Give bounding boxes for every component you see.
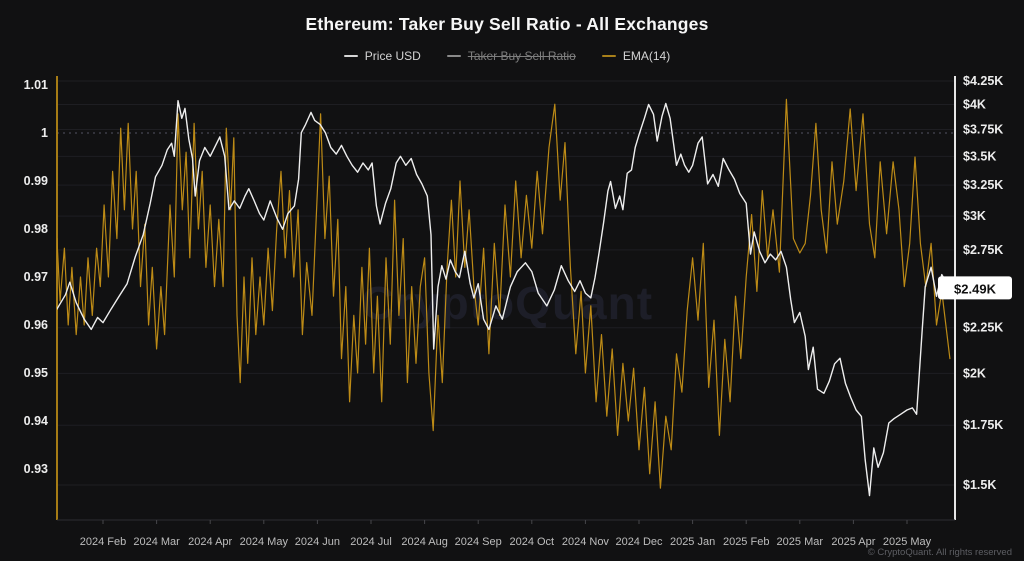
current-price-badge-label: $2.49K xyxy=(954,281,997,296)
legend-label-taker-buy-sell-ratio: Taker Buy Sell Ratio xyxy=(467,49,576,63)
price-usd-line xyxy=(57,100,951,497)
right-axis-label: $1.75K xyxy=(963,418,1003,432)
right-axis-label: $2.25K xyxy=(963,321,1003,335)
x-axis-label: 2024 Mar xyxy=(133,536,180,548)
x-axis-label: 2024 Aug xyxy=(401,536,448,548)
price-usd-swatch-icon xyxy=(343,55,358,57)
x-axis-label: 2024 Feb xyxy=(80,536,126,548)
right-axis-label: $4.25K xyxy=(963,74,1003,88)
legend-item-price-usd[interactable]: Price USD xyxy=(343,49,421,63)
ema14-swatch-icon xyxy=(601,55,616,57)
left-axis-label: 0.97 xyxy=(24,270,48,284)
legend-item-ema14[interactable]: EMA(14) xyxy=(601,49,671,63)
x-axis-label: 2025 Jan xyxy=(670,536,715,548)
chart-title: Ethereum: Taker Buy Sell Ratio - All Exc… xyxy=(305,14,709,34)
left-axis-label: 0.93 xyxy=(24,462,48,476)
x-axis-label: 2025 Apr xyxy=(831,536,875,548)
right-axis-label: $2.75K xyxy=(963,243,1003,257)
x-axis-label: 2024 Jul xyxy=(350,536,392,548)
right-axis-label: $2K xyxy=(963,366,986,380)
taker-ratio-swatch-icon xyxy=(446,55,461,57)
left-axis-label: 1.01 xyxy=(24,78,48,92)
right-axis-label: $3.75K xyxy=(963,123,1003,137)
x-axis-label: 2025 May xyxy=(883,536,932,548)
x-axis-label: 2024 Apr xyxy=(188,536,232,548)
x-axis-label: 2025 Mar xyxy=(777,536,824,548)
left-axis-label: 0.99 xyxy=(24,174,48,188)
left-axis-label: 0.96 xyxy=(24,318,48,332)
x-axis-label: 2024 May xyxy=(240,536,289,548)
right-axis-label: $3.25K xyxy=(963,178,1003,192)
copyright-notice: © CryptoQuant. All rights reserved xyxy=(867,547,1012,558)
current-price-badge xyxy=(938,276,1012,300)
x-axis-label: 2024 Oct xyxy=(509,536,554,548)
legend-item-taker-buy-sell-ratio[interactable]: Taker Buy Sell Ratio xyxy=(446,49,576,63)
x-axis-label: 2025 Feb xyxy=(723,536,769,548)
right-axis-label: $3K xyxy=(963,209,986,223)
left-axis-label: 1 xyxy=(41,126,48,140)
legend-label-ema14: EMA(14) xyxy=(622,49,671,63)
x-axis-label: 2024 Jun xyxy=(295,536,340,548)
x-axis-label: 2024 Sep xyxy=(455,536,502,548)
ema14-line xyxy=(57,98,951,489)
left-axis-label: 0.95 xyxy=(24,366,48,380)
right-axis-label: $1.5K xyxy=(963,478,996,492)
left-axis-label: 0.98 xyxy=(24,222,48,236)
legend-label-price-usd: Price USD xyxy=(364,49,421,63)
right-axis-label: $3.5K xyxy=(963,149,996,163)
x-axis-label: 2024 Nov xyxy=(562,536,610,548)
x-axis-label: 2024 Dec xyxy=(615,536,663,548)
left-axis-label: 0.94 xyxy=(24,414,48,428)
chart-legend: Price USD Taker Buy Sell Ratio EMA(14) xyxy=(0,49,1014,63)
right-axis-label: $4K xyxy=(963,98,986,112)
